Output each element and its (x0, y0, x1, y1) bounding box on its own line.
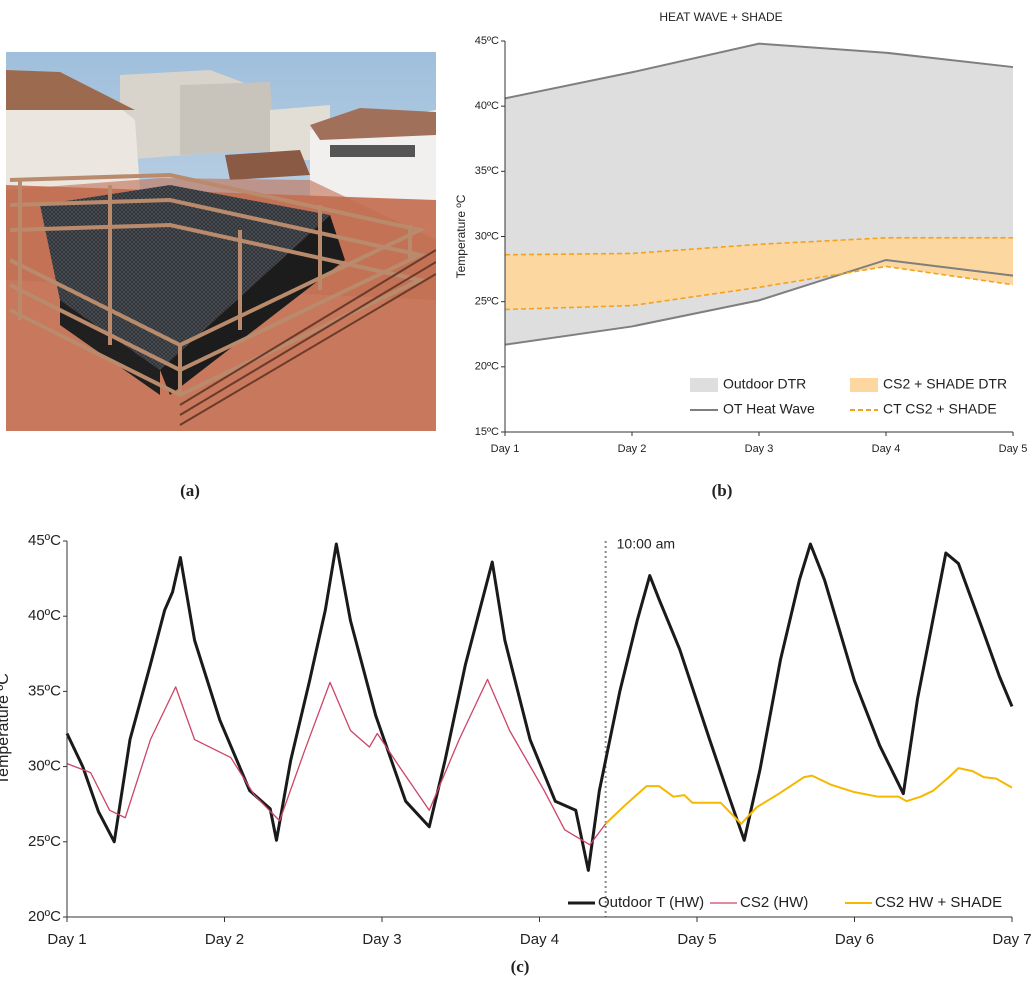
photo (6, 52, 436, 431)
annotation-label: 10:00 am (617, 536, 675, 552)
y-tick-label: 25ºC (475, 296, 499, 308)
x-tick-label: Day 3 (362, 931, 401, 948)
x-tick-label: Day 7 (992, 931, 1031, 948)
x-tick-label: Day 5 (999, 443, 1028, 455)
legend-label: CS2 + SHADE DTR (883, 376, 1007, 392)
panel-caption: (b) (712, 481, 733, 500)
x-tick-label: Day 2 (618, 443, 647, 455)
data-line (66, 678, 607, 846)
data-line (604, 767, 1013, 825)
y-tick-label: 15ºC (475, 426, 499, 438)
y-tick-label: 20ºC (28, 908, 61, 925)
y-tick-label: 45ºC (475, 35, 499, 47)
y-tick-label: 40ºC (475, 100, 499, 112)
x-tick-label: Day 4 (520, 931, 559, 948)
x-tick-label: Day 3 (745, 443, 774, 455)
legend-label: OT Heat Wave (723, 401, 815, 417)
panel-caption: (a) (180, 481, 200, 500)
legend-label: CT CS2 + SHADE (883, 401, 997, 417)
edge-line (504, 258, 1014, 346)
legend-swatch (850, 378, 878, 392)
data-line (65, 542, 1014, 872)
legend-label: CS2 (HW) (740, 894, 808, 911)
y-tick-label: 35ºC (28, 682, 61, 699)
y-tick-label: 20ºC (475, 361, 499, 373)
panel-caption: (c) (511, 957, 530, 976)
x-tick-label: Day 1 (491, 443, 520, 455)
y-tick-label: 45ºC (28, 532, 61, 549)
x-tick-label: Day 4 (872, 443, 901, 455)
legend-label: CS2 HW + SHADE (875, 894, 1002, 911)
chart-title: HEAT WAVE + SHADE (659, 10, 782, 24)
y-tick-label: 30ºC (475, 230, 499, 242)
x-tick-label: Day 5 (677, 931, 716, 948)
y-axis-label: Temperature ºC (454, 194, 468, 278)
edge-line (504, 237, 1013, 256)
legend-label: Outdoor DTR (723, 376, 806, 392)
edge-line (504, 42, 1014, 100)
y-tick-label: 35ºC (475, 165, 499, 177)
y-axis-label: Temperature ºC (0, 673, 12, 785)
y-tick-label: 30ºC (28, 758, 61, 775)
legend-swatch (690, 378, 718, 392)
y-tick-label: 40ºC (28, 607, 61, 624)
legend-label: Outdoor T (HW) (598, 894, 704, 911)
x-tick-label: Day 6 (835, 931, 874, 948)
range-band (505, 237, 1013, 310)
y-tick-label: 25ºC (28, 833, 61, 850)
x-tick-label: Day 1 (47, 931, 86, 948)
edge-line (504, 265, 1014, 311)
x-tick-label: Day 2 (205, 931, 244, 948)
